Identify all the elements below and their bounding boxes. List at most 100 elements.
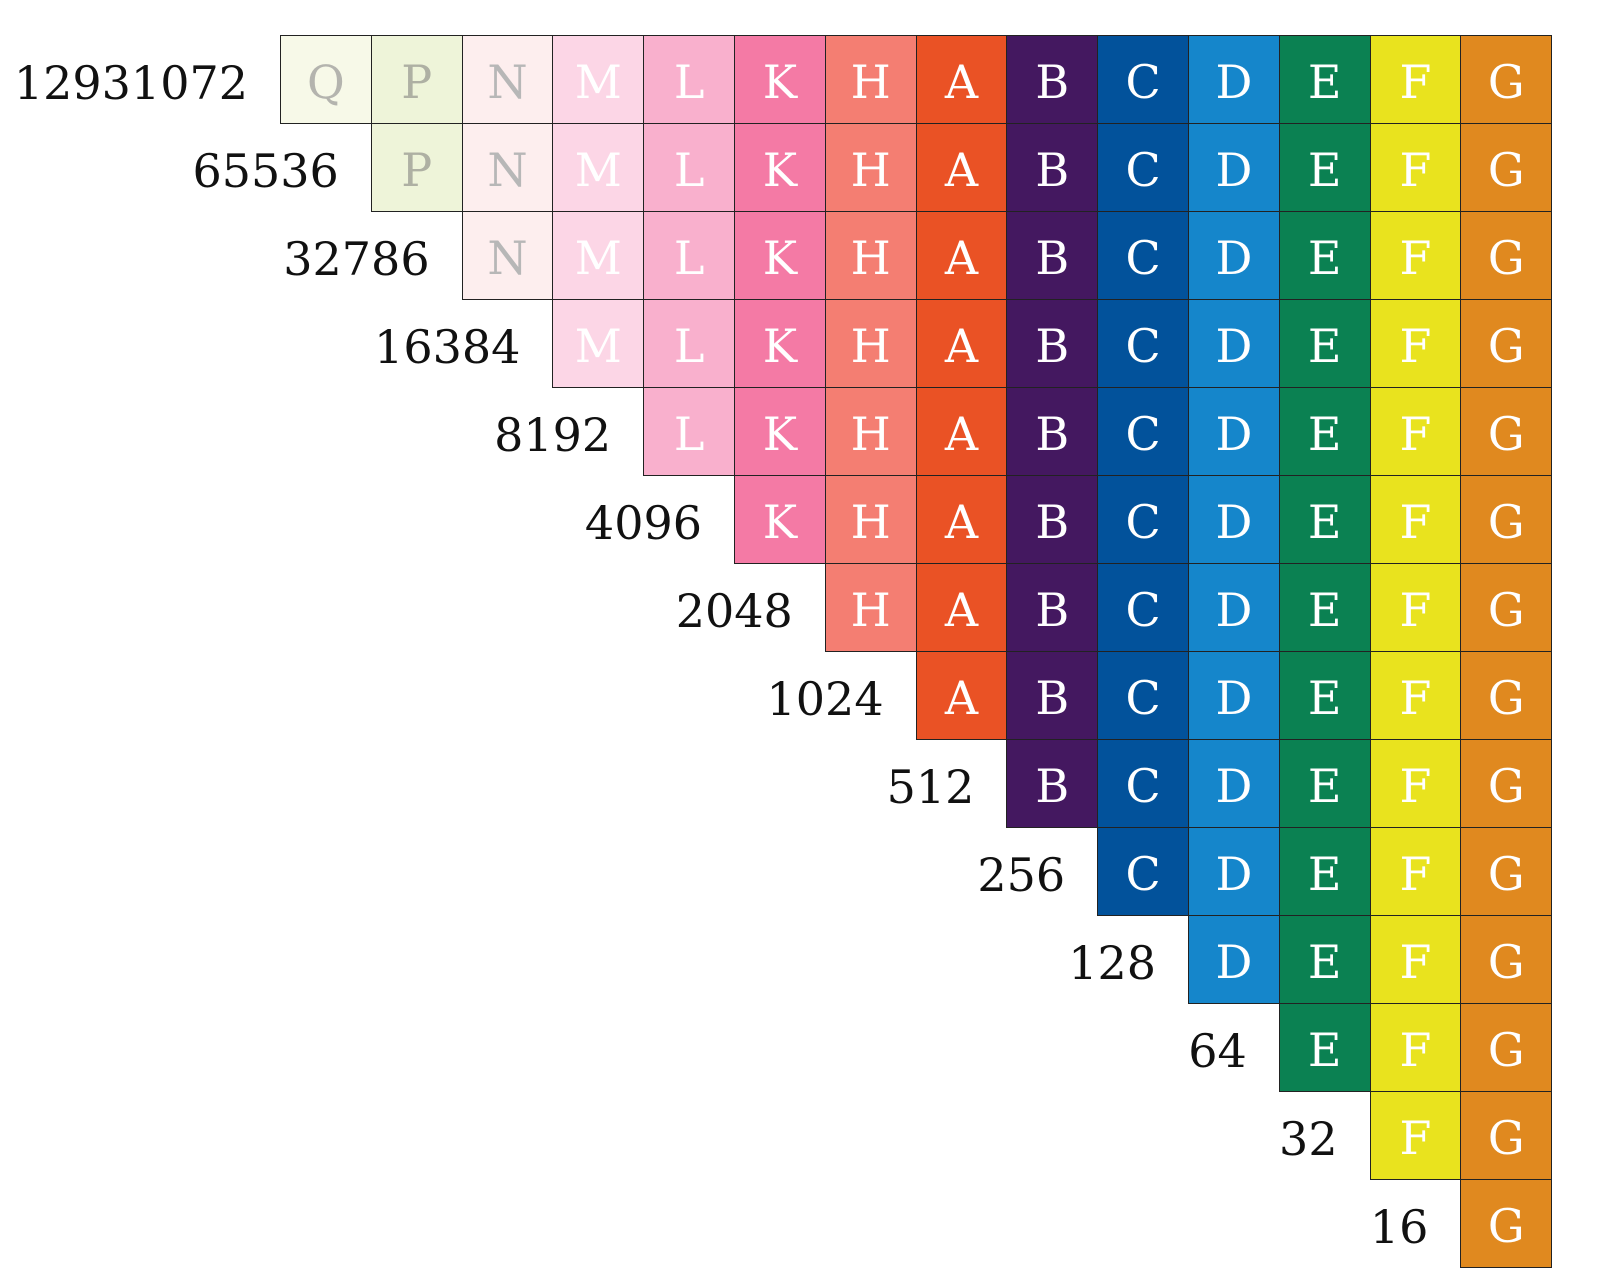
cell-k: K bbox=[734, 211, 826, 300]
cell-g: G bbox=[1460, 915, 1553, 1004]
cell-e: E bbox=[1278, 387, 1371, 476]
cell-l: L bbox=[643, 387, 735, 476]
cell-l: L bbox=[643, 35, 735, 124]
cell-g: G bbox=[1460, 739, 1553, 828]
cell-b: B bbox=[1006, 387, 1099, 476]
row-label: 32786 bbox=[283, 232, 430, 286]
cell-e: E bbox=[1278, 1003, 1371, 1092]
cell-f: F bbox=[1369, 35, 1462, 124]
cell-k: K bbox=[734, 123, 826, 212]
cell-b: B bbox=[1006, 299, 1099, 388]
cell-e: E bbox=[1278, 915, 1371, 1004]
cell-e: E bbox=[1278, 123, 1371, 212]
cell-g: G bbox=[1460, 211, 1553, 300]
cell-c: C bbox=[1097, 563, 1189, 652]
cell-f: F bbox=[1369, 915, 1462, 1004]
cell-g: G bbox=[1460, 299, 1553, 388]
cell-k: K bbox=[734, 387, 826, 476]
row-label: 128 bbox=[1068, 936, 1156, 990]
cell-f: F bbox=[1369, 563, 1462, 652]
cell-q: Q bbox=[280, 35, 372, 124]
cell-l: L bbox=[643, 211, 735, 300]
cell-m: M bbox=[552, 299, 645, 388]
cell-f: F bbox=[1369, 211, 1462, 300]
cell-d: D bbox=[1188, 563, 1280, 652]
cell-h: H bbox=[824, 211, 917, 300]
cell-e: E bbox=[1278, 299, 1371, 388]
cell-n: N bbox=[461, 123, 554, 212]
cell-l: L bbox=[643, 123, 735, 212]
cell-b: B bbox=[1006, 651, 1099, 740]
cell-k: K bbox=[734, 299, 826, 388]
cell-f: F bbox=[1369, 827, 1462, 916]
cell-f: F bbox=[1369, 651, 1462, 740]
cell-f: F bbox=[1369, 299, 1462, 388]
row-label: 2048 bbox=[675, 584, 793, 638]
cell-e: E bbox=[1278, 563, 1371, 652]
cell-e: E bbox=[1278, 739, 1371, 828]
cell-e: E bbox=[1278, 211, 1371, 300]
row-label: 16384 bbox=[374, 320, 521, 374]
cell-g: G bbox=[1460, 651, 1553, 740]
cell-c: C bbox=[1097, 299, 1189, 388]
cell-m: M bbox=[552, 211, 645, 300]
cell-a: A bbox=[915, 563, 1008, 652]
cell-p: P bbox=[370, 35, 463, 124]
cell-h: H bbox=[824, 299, 917, 388]
cell-c: C bbox=[1097, 35, 1189, 124]
row-label: 65536 bbox=[192, 144, 339, 198]
cell-f: F bbox=[1369, 1003, 1462, 1092]
cell-h: H bbox=[824, 387, 917, 476]
cell-g: G bbox=[1460, 563, 1553, 652]
cell-g: G bbox=[1460, 827, 1553, 916]
cell-b: B bbox=[1006, 35, 1099, 124]
cell-f: F bbox=[1369, 475, 1462, 564]
cell-n: N bbox=[461, 35, 554, 124]
cell-h: H bbox=[824, 35, 917, 124]
cell-g: G bbox=[1460, 1091, 1553, 1180]
row-label: 16 bbox=[1369, 1200, 1429, 1254]
cell-e: E bbox=[1278, 651, 1371, 740]
cell-d: D bbox=[1188, 387, 1280, 476]
cell-b: B bbox=[1006, 739, 1099, 828]
cell-c: C bbox=[1097, 827, 1189, 916]
row-label: 1024 bbox=[766, 672, 884, 726]
cell-d: D bbox=[1188, 915, 1280, 1004]
cell-a: A bbox=[915, 299, 1008, 388]
cell-c: C bbox=[1097, 739, 1189, 828]
cell-a: A bbox=[915, 387, 1008, 476]
row-label: 256 bbox=[977, 848, 1066, 902]
cell-l: L bbox=[643, 299, 735, 388]
cell-c: C bbox=[1097, 211, 1189, 300]
cell-e: E bbox=[1278, 35, 1371, 124]
cell-g: G bbox=[1460, 35, 1553, 124]
cell-d: D bbox=[1188, 35, 1280, 124]
cell-h: H bbox=[824, 563, 917, 652]
cell-k: K bbox=[734, 475, 826, 564]
cell-b: B bbox=[1006, 123, 1099, 212]
cell-g: G bbox=[1460, 123, 1553, 212]
cell-m: M bbox=[552, 35, 645, 124]
row-label: 12931072 bbox=[13, 56, 248, 110]
cell-n: N bbox=[461, 211, 554, 300]
row-label: 8192 bbox=[494, 408, 612, 462]
cell-d: D bbox=[1188, 211, 1280, 300]
cell-h: H bbox=[824, 123, 917, 212]
cell-g: G bbox=[1460, 1003, 1553, 1092]
row-label: 64 bbox=[1188, 1024, 1247, 1078]
cell-a: A bbox=[915, 35, 1008, 124]
cell-c: C bbox=[1097, 123, 1189, 212]
cell-a: A bbox=[915, 651, 1008, 740]
cell-h: H bbox=[824, 475, 917, 564]
cell-d: D bbox=[1188, 827, 1280, 916]
cell-b: B bbox=[1006, 475, 1099, 564]
cell-f: F bbox=[1369, 739, 1462, 828]
cell-f: F bbox=[1369, 1091, 1462, 1180]
cell-c: C bbox=[1097, 651, 1189, 740]
cell-b: B bbox=[1006, 563, 1099, 652]
cell-g: G bbox=[1460, 475, 1553, 564]
cell-f: F bbox=[1369, 123, 1462, 212]
cell-e: E bbox=[1278, 475, 1371, 564]
cell-k: K bbox=[734, 35, 826, 124]
